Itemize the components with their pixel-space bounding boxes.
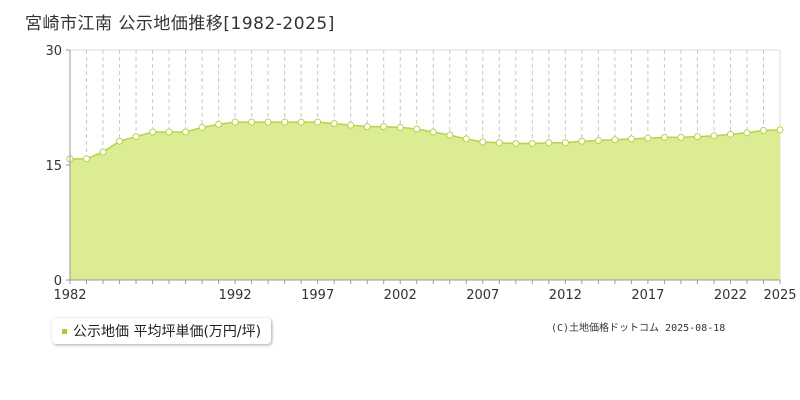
copyright-notice: (C)土地価格ドットコム 2025-08-18 bbox=[551, 323, 726, 334]
data-point-2024 bbox=[759, 127, 767, 134]
y-tick-label-0: 0 bbox=[54, 274, 62, 289]
data-point-2005 bbox=[446, 131, 454, 139]
data-point-2003 bbox=[413, 125, 421, 133]
chart-title: 宮崎市江南 公示地価推移[1982-2025] bbox=[25, 14, 335, 34]
data-point-1997 bbox=[314, 118, 322, 126]
data-point-2011 bbox=[545, 139, 553, 147]
data-point-2006 bbox=[462, 135, 470, 143]
data-point-2013 bbox=[578, 137, 586, 145]
legend-swatch-icon bbox=[62, 328, 67, 334]
data-point-2020 bbox=[693, 133, 701, 141]
data-point-1999 bbox=[347, 121, 355, 129]
data-point-2012 bbox=[561, 139, 569, 147]
legend: 公示地価 平均坪単価(万円/坪) bbox=[52, 318, 272, 344]
x-tick-label-2012: 2012 bbox=[549, 288, 582, 303]
data-point-2021 bbox=[710, 132, 718, 140]
data-points bbox=[66, 118, 784, 163]
x-tick-label-2022: 2022 bbox=[714, 288, 747, 303]
area-fill bbox=[70, 122, 780, 280]
x-tick-label-2025: 2025 bbox=[763, 288, 796, 303]
data-point-2017 bbox=[644, 134, 652, 142]
y-tick-label-30: 30 bbox=[45, 44, 62, 59]
data-point-2010 bbox=[528, 140, 536, 148]
data-point-1989 bbox=[182, 128, 190, 136]
data-point-2016 bbox=[627, 135, 635, 143]
data-point-1998 bbox=[330, 120, 338, 128]
y-tick-label-15: 15 bbox=[45, 159, 62, 174]
data-point-1995 bbox=[281, 118, 289, 126]
data-point-1985 bbox=[116, 137, 124, 145]
data-point-1996 bbox=[297, 118, 305, 126]
x-tick-labels: 1982 1992 1997 2002 2007 2012 2017 2022 2025 bbox=[53, 288, 796, 303]
data-point-2023 bbox=[743, 129, 751, 137]
x-tick-label-2017: 2017 bbox=[631, 288, 664, 303]
data-point-2019 bbox=[677, 133, 685, 141]
land-price-chart: 0 15 30 1982 1992 1997 2002 2007 2012 2017 2022 20… bbox=[45, 44, 796, 303]
data-point-1993 bbox=[248, 118, 256, 126]
data-point-2014 bbox=[594, 136, 602, 144]
data-point-1984 bbox=[99, 148, 107, 156]
data-point-1988 bbox=[165, 128, 173, 136]
data-point-2002 bbox=[396, 123, 404, 131]
data-point-1991 bbox=[215, 120, 223, 128]
data-point-2018 bbox=[660, 133, 668, 141]
data-point-2007 bbox=[479, 138, 487, 146]
x-tick-label-2002: 2002 bbox=[384, 288, 417, 303]
data-point-2015 bbox=[611, 136, 619, 144]
data-point-2022 bbox=[726, 130, 734, 138]
x-tick-label-1982: 1982 bbox=[53, 288, 86, 303]
data-point-2004 bbox=[429, 128, 437, 136]
data-point-2000 bbox=[363, 123, 371, 131]
data-point-1986 bbox=[132, 133, 140, 141]
data-point-1992 bbox=[231, 118, 239, 126]
data-point-1987 bbox=[149, 128, 157, 136]
legend-label: 公示地価 平均坪単価(万円/坪) bbox=[73, 324, 262, 340]
data-point-2009 bbox=[512, 140, 520, 148]
x-tick-label-2007: 2007 bbox=[466, 288, 499, 303]
x-tick-label-1992: 1992 bbox=[219, 288, 252, 303]
data-point-1994 bbox=[264, 118, 272, 126]
axes bbox=[66, 49, 781, 284]
x-tick-label-1997: 1997 bbox=[301, 288, 334, 303]
data-point-2008 bbox=[495, 139, 503, 147]
data-point-2001 bbox=[380, 123, 388, 131]
data-point-1990 bbox=[198, 123, 206, 131]
data-point-2025 bbox=[776, 126, 784, 134]
data-point-1983 bbox=[83, 155, 91, 163]
y-tick-labels: 0 15 30 bbox=[45, 44, 62, 289]
